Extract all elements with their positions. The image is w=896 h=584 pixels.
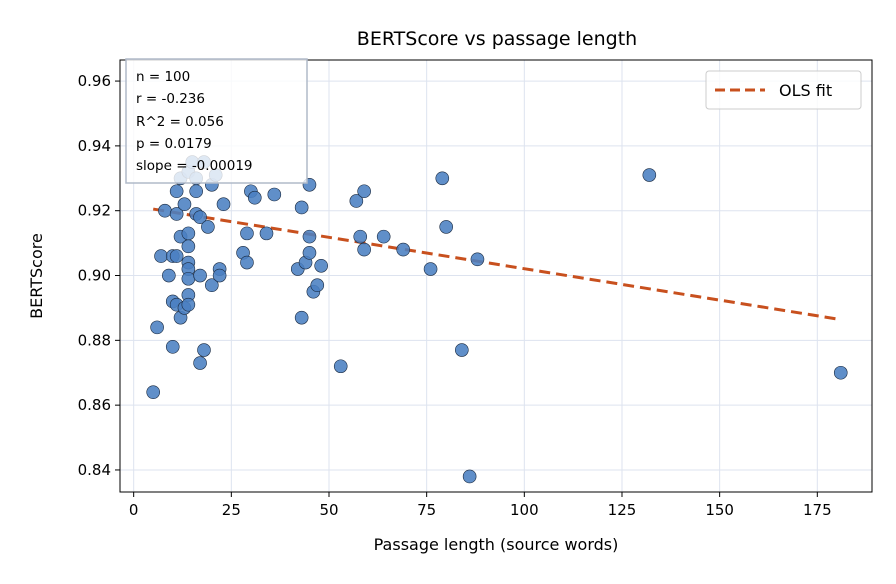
stats-slope: slope = -0.00019 bbox=[136, 158, 253, 174]
data-point bbox=[349, 194, 364, 208]
data-point bbox=[193, 210, 207, 224]
stats-n: n = 100 bbox=[136, 69, 190, 85]
y-tick-label: 0.90 bbox=[78, 267, 111, 285]
data-point bbox=[177, 197, 192, 212]
data-point bbox=[423, 262, 438, 276]
x-tick-label: 75 bbox=[417, 501, 436, 519]
data-point bbox=[201, 220, 215, 234]
stats-p: p = 0.0179 bbox=[136, 136, 212, 152]
data-point bbox=[294, 310, 309, 325]
data-point bbox=[158, 203, 172, 218]
data-point bbox=[833, 365, 848, 380]
data-point bbox=[240, 255, 254, 270]
data-point bbox=[154, 249, 168, 263]
data-point bbox=[294, 200, 309, 215]
x-tick-label: 50 bbox=[319, 501, 338, 519]
data-point bbox=[302, 246, 317, 260]
data-point bbox=[259, 226, 274, 241]
data-point bbox=[357, 242, 371, 257]
stats-r-squared: R^2 = 0.056 bbox=[136, 114, 224, 130]
data-point bbox=[455, 343, 469, 357]
data-point bbox=[181, 239, 196, 254]
data-point bbox=[150, 320, 164, 335]
data-point bbox=[189, 184, 203, 199]
data-point bbox=[169, 207, 184, 221]
data-point bbox=[396, 242, 411, 257]
data-point bbox=[169, 184, 184, 199]
data-point bbox=[357, 184, 371, 199]
data-point bbox=[165, 340, 180, 354]
data-point bbox=[470, 252, 485, 267]
x-tick-label: 25 bbox=[222, 501, 241, 519]
legend: OLS fit bbox=[705, 70, 862, 110]
data-point bbox=[267, 187, 282, 202]
data-point bbox=[353, 229, 368, 244]
x-tick-label: 150 bbox=[705, 501, 734, 519]
data-point bbox=[162, 268, 176, 283]
y-tick-label: 0.88 bbox=[78, 331, 111, 349]
data-point bbox=[181, 297, 196, 312]
data-point bbox=[181, 226, 196, 241]
ols-fit-line bbox=[152, 207, 838, 321]
x-tick-label: 175 bbox=[803, 501, 832, 519]
y-axis-label: BERTScore bbox=[27, 233, 46, 319]
data-point bbox=[435, 171, 450, 186]
y-tick-label: 0.86 bbox=[78, 396, 111, 414]
data-point bbox=[333, 359, 348, 374]
stats-box-frame bbox=[125, 58, 308, 184]
data-point bbox=[462, 469, 477, 484]
data-point bbox=[376, 229, 391, 244]
data-point bbox=[642, 168, 657, 182]
data-point bbox=[193, 356, 207, 370]
data-point bbox=[193, 268, 207, 283]
data-point bbox=[247, 190, 262, 205]
x-axis-ticks: 0 25 50 75 100 125 150 175 bbox=[129, 492, 832, 519]
stats-r: r = -0.236 bbox=[136, 91, 205, 107]
grid-lines bbox=[120, 60, 872, 492]
data-point bbox=[240, 226, 254, 241]
data-point bbox=[310, 278, 325, 293]
x-tick-label: 100 bbox=[510, 501, 539, 519]
data-point bbox=[216, 197, 231, 212]
data-point bbox=[169, 249, 184, 263]
data-point bbox=[314, 258, 328, 273]
data-point bbox=[146, 385, 161, 399]
y-tick-label: 0.94 bbox=[78, 137, 111, 155]
x-axis-label: Passage length (source words) bbox=[374, 535, 619, 554]
x-tick-label: 0 bbox=[129, 501, 139, 519]
data-point bbox=[302, 229, 317, 244]
data-point bbox=[439, 220, 453, 234]
data-point bbox=[197, 343, 211, 357]
data-point bbox=[205, 278, 219, 293]
y-tick-label: 0.92 bbox=[78, 202, 111, 220]
data-point bbox=[212, 268, 227, 283]
x-tick-label: 125 bbox=[608, 501, 637, 519]
legend-label-ols-fit: OLS fit bbox=[779, 81, 832, 100]
fit-line-group bbox=[152, 207, 838, 321]
y-axis-ticks: 0.84 0.86 0.88 0.90 0.92 0.94 0.96 bbox=[78, 72, 120, 479]
data-point bbox=[181, 271, 196, 286]
legend-frame bbox=[705, 70, 862, 110]
chart-title: BERTScore vs passage length bbox=[357, 28, 637, 50]
stats-box: n = 100 r = -0.236 R^2 = 0.056 p = 0.017… bbox=[125, 58, 308, 184]
y-tick-label: 0.84 bbox=[78, 461, 111, 479]
y-tick-label: 0.96 bbox=[78, 72, 111, 90]
